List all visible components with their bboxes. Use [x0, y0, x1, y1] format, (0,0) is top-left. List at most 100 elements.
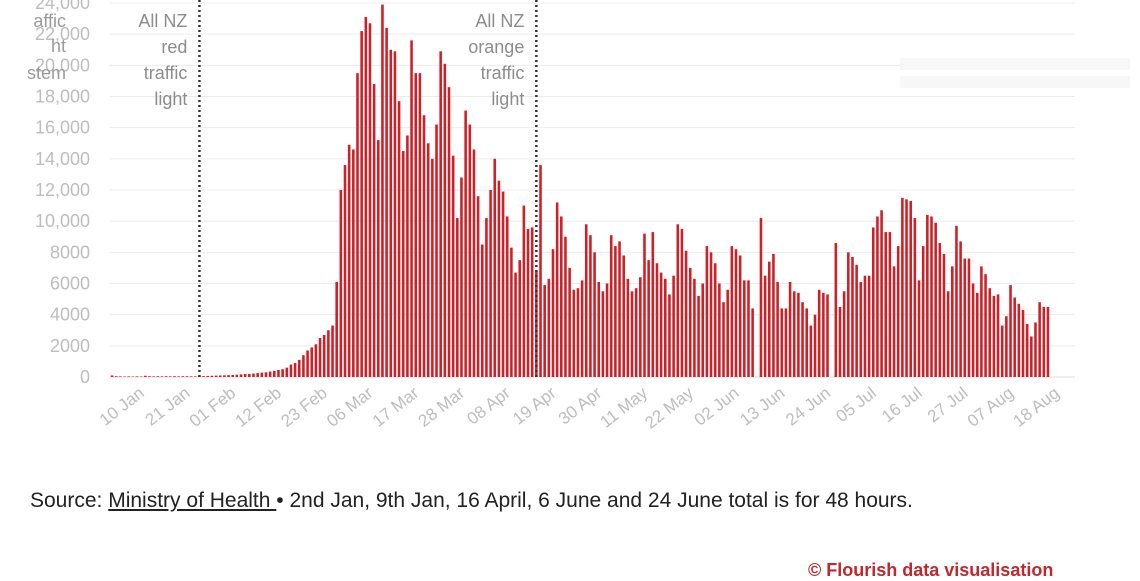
bar: [581, 280, 584, 377]
bar: [389, 50, 392, 377]
bar: [706, 246, 709, 377]
bar: [731, 246, 734, 377]
bar: [1013, 298, 1016, 377]
bar: [772, 254, 775, 377]
bar: [431, 159, 434, 377]
bar: [398, 101, 401, 377]
bar: [448, 87, 451, 377]
bar: [818, 290, 821, 377]
bar: [369, 23, 372, 377]
bar: [760, 218, 763, 377]
x-tick-label: 27 Jul: [924, 383, 971, 426]
bar: [631, 291, 634, 377]
x-tick-label: 08 Apr: [463, 383, 514, 428]
bar: [822, 293, 825, 377]
y-tick-label: 8000: [50, 242, 90, 262]
bar: [414, 73, 417, 377]
bar: [780, 308, 783, 377]
source-note: • 2nd Jan, 9th Jan, 16 April, 6 June and…: [276, 489, 913, 512]
bar: [273, 371, 276, 377]
bar: [560, 216, 563, 377]
bar: [194, 376, 197, 377]
x-tick-label: 11 May: [596, 383, 651, 432]
bar: [115, 376, 118, 377]
bar: [248, 374, 251, 377]
bar: [1001, 326, 1004, 377]
left-cut-text: stem: [27, 63, 66, 83]
bar: [814, 315, 817, 377]
bar: [327, 330, 330, 377]
bar: [701, 284, 704, 378]
bar: [219, 375, 222, 377]
x-tick-label: 10 Jan: [96, 383, 148, 429]
source-link[interactable]: Ministry of Health: [108, 489, 276, 512]
bar: [477, 196, 480, 377]
bar: [543, 285, 546, 377]
bar: [119, 376, 122, 377]
bar: [406, 135, 409, 377]
x-tick-label: 05 Jul: [832, 383, 879, 426]
bar: [751, 308, 754, 377]
bar: [1018, 304, 1021, 377]
bar: [127, 376, 130, 377]
bar: [685, 251, 688, 377]
y-axis: 0200040006000800010,00012,00014,00016,00…: [35, 0, 90, 387]
bar: [860, 282, 863, 377]
bar: [855, 265, 858, 377]
bar: [310, 347, 313, 377]
bar: [664, 279, 667, 377]
bar: [469, 125, 472, 377]
bar: [593, 252, 596, 377]
bar: [373, 84, 376, 377]
annotation-text: traffic: [481, 63, 525, 83]
flourish-credit[interactable]: © Flourish data visualisation: [808, 560, 1053, 581]
bar: [1009, 285, 1012, 377]
bar: [689, 268, 692, 377]
bar: [577, 288, 580, 377]
bar: [402, 151, 405, 377]
y-tick-label: 12,000: [35, 180, 90, 200]
bar: [227, 375, 230, 377]
bar: [152, 376, 155, 377]
bar: [1030, 336, 1033, 377]
x-tick-label: 23 Feb: [277, 383, 330, 431]
bar: [897, 246, 900, 377]
bar: [331, 326, 334, 377]
bar: [647, 260, 650, 377]
bar: [839, 307, 842, 377]
bar: [202, 376, 205, 377]
bar: [136, 376, 139, 377]
y-tick-label: 18,000: [35, 87, 90, 107]
bar: [111, 375, 114, 377]
annotation-text: All NZ: [475, 11, 524, 31]
bar: [385, 28, 388, 377]
bar: [993, 296, 996, 377]
bar: [693, 279, 696, 377]
bar: [485, 218, 488, 377]
bar: [269, 372, 272, 377]
bar: [930, 216, 933, 377]
bar: [606, 284, 609, 378]
bar: [710, 252, 713, 377]
x-tick-label: 22 May: [641, 383, 697, 433]
bar: [627, 279, 630, 377]
bar: [265, 372, 268, 377]
bar: [352, 149, 355, 377]
bar: [1005, 316, 1008, 377]
bar: [672, 276, 675, 377]
bar: [190, 376, 193, 377]
bar: [1047, 307, 1050, 377]
bar: [622, 255, 625, 377]
y-tick-label: 16,000: [35, 118, 90, 138]
annotation-text: light: [491, 89, 524, 109]
bar: [552, 249, 555, 377]
bar: [148, 376, 151, 377]
y-tick-label: 6000: [50, 274, 90, 294]
bar: [464, 111, 467, 377]
x-tick-label: 17 Mar: [369, 383, 423, 431]
bar: [572, 290, 575, 377]
annotation-text: All NZ: [138, 11, 187, 31]
bar: [539, 165, 542, 377]
bar: [410, 40, 413, 377]
